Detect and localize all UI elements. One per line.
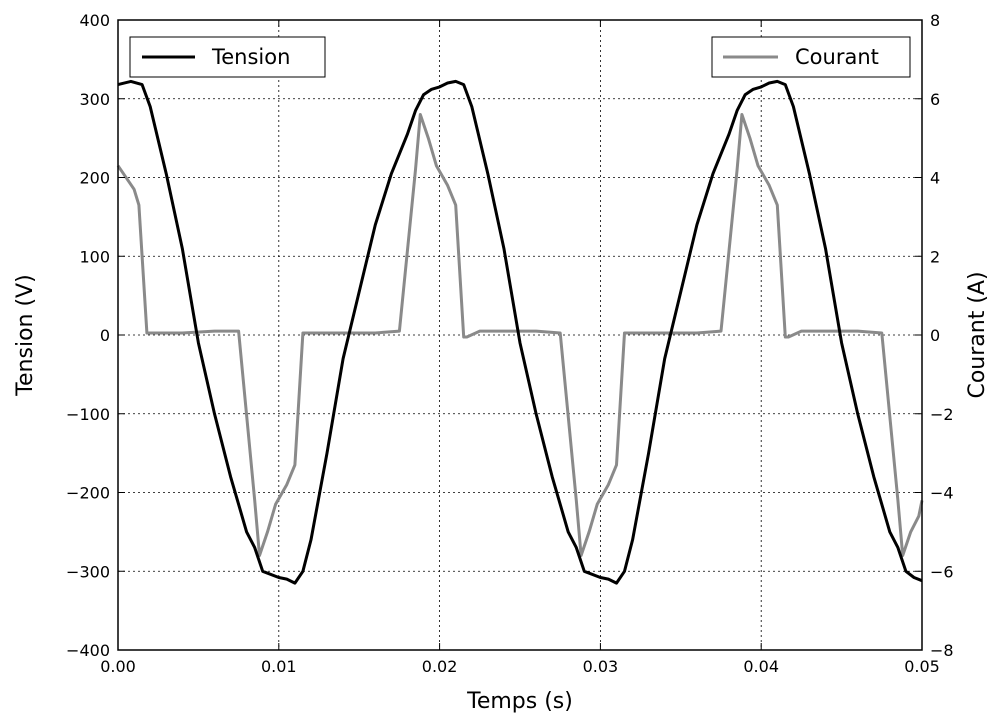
y-left-tick-label-7: 300 xyxy=(79,90,110,109)
series-layer xyxy=(116,79,924,585)
x-tick-label-1: 0.01 xyxy=(261,657,297,676)
y-right-tick-label-3: −2 xyxy=(930,405,954,424)
y-right-tick-label-2: −4 xyxy=(930,484,954,503)
y-axis-right: −8 −6 −4 −2 0 2 4 6 8 xyxy=(915,11,954,660)
y-left-tick-label-8: 400 xyxy=(79,11,110,30)
legend-tension: Tension xyxy=(129,36,326,78)
y-right-tick-label-8: 8 xyxy=(930,11,940,30)
y-left-tick-label-4: 0 xyxy=(100,326,110,345)
y-right-tick-label-4: 0 xyxy=(930,326,940,345)
series-line-courant xyxy=(116,113,924,557)
y-left-tick-label-0: −400 xyxy=(66,641,110,660)
series-line-tension xyxy=(117,79,923,585)
y-right-tick-label-1: −6 xyxy=(930,562,954,581)
x-tick-label-3: 0.03 xyxy=(583,657,619,676)
legend-courant: Courant xyxy=(711,36,911,78)
y-left-tick-label-6: 200 xyxy=(79,169,110,188)
y-axis-right-title: Courant (A) xyxy=(965,271,990,398)
y-right-tick-label-5: 2 xyxy=(930,247,940,266)
x-tick-label-4: 0.04 xyxy=(743,657,779,676)
x-tick-label-0: 0.00 xyxy=(100,657,136,676)
y-left-tick-label-5: 100 xyxy=(79,247,110,266)
y-right-tick-label-0: −8 xyxy=(930,641,954,660)
legend-courant-label: Courant xyxy=(795,45,879,69)
grid xyxy=(118,20,922,650)
x-tick-label-2: 0.02 xyxy=(422,657,458,676)
y-axis-left: −400 −300 −200 −100 0 100 200 300 400 xyxy=(66,11,125,660)
y-left-tick-label-1: −300 xyxy=(66,562,110,581)
y-left-tick-label-3: −100 xyxy=(66,405,110,424)
y-left-tick-label-2: −200 xyxy=(66,484,110,503)
x-axis-title: Temps (s) xyxy=(466,689,573,714)
plot-area xyxy=(116,19,924,651)
y-axis-left-title: Tension (V) xyxy=(13,274,38,396)
x-tick-label-5: 0.05 xyxy=(904,657,940,676)
legend-tension-label: Tension xyxy=(211,45,290,69)
x-axis: 0.00 0.01 0.02 0.03 0.04 0.05 xyxy=(100,20,940,676)
y-right-tick-label-6: 4 xyxy=(930,169,940,188)
y-right-tick-label-7: 6 xyxy=(930,90,940,109)
